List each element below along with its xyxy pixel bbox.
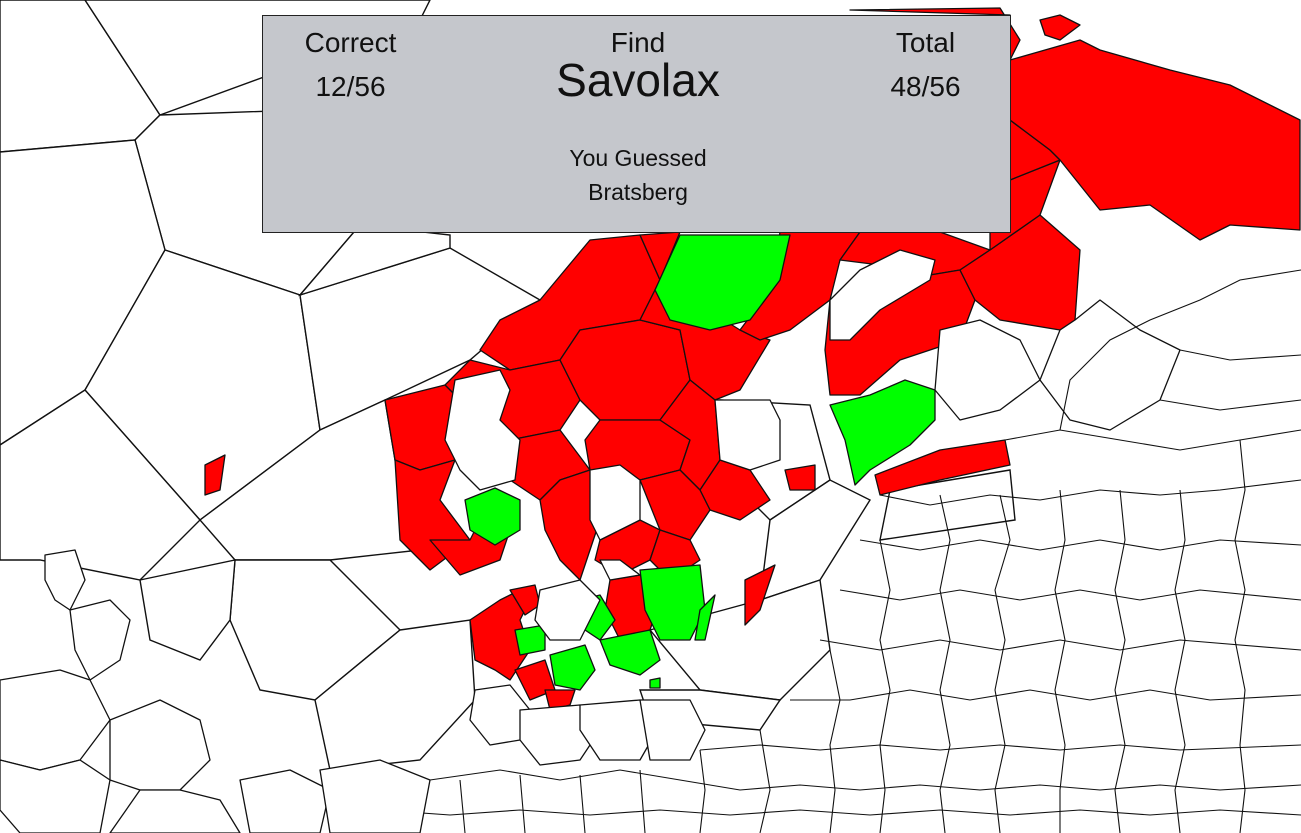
- continental-provinces[interactable]: [379, 269, 1301, 833]
- correct-label: Correct: [304, 27, 397, 58]
- guess-label: You Guessed: [569, 145, 707, 171]
- correct-count: 12/56: [315, 71, 386, 102]
- western-provinces[interactable]: [0, 549, 706, 833]
- guessed-province-name: Bratsberg: [588, 179, 688, 205]
- sea-zones: [0, 0, 1016, 771]
- target-province-name: Savolax: [556, 54, 720, 106]
- unanswered-regions[interactable]: [444, 249, 1181, 641]
- total-label: Total: [895, 27, 956, 58]
- correct-regions[interactable]: [464, 234, 936, 691]
- total-count: 48/56: [890, 71, 961, 102]
- find-label: Find: [610, 27, 666, 58]
- scoreboard-panel: Correct 12/56 Find Savolax Total 48/56 Y…: [262, 15, 1011, 233]
